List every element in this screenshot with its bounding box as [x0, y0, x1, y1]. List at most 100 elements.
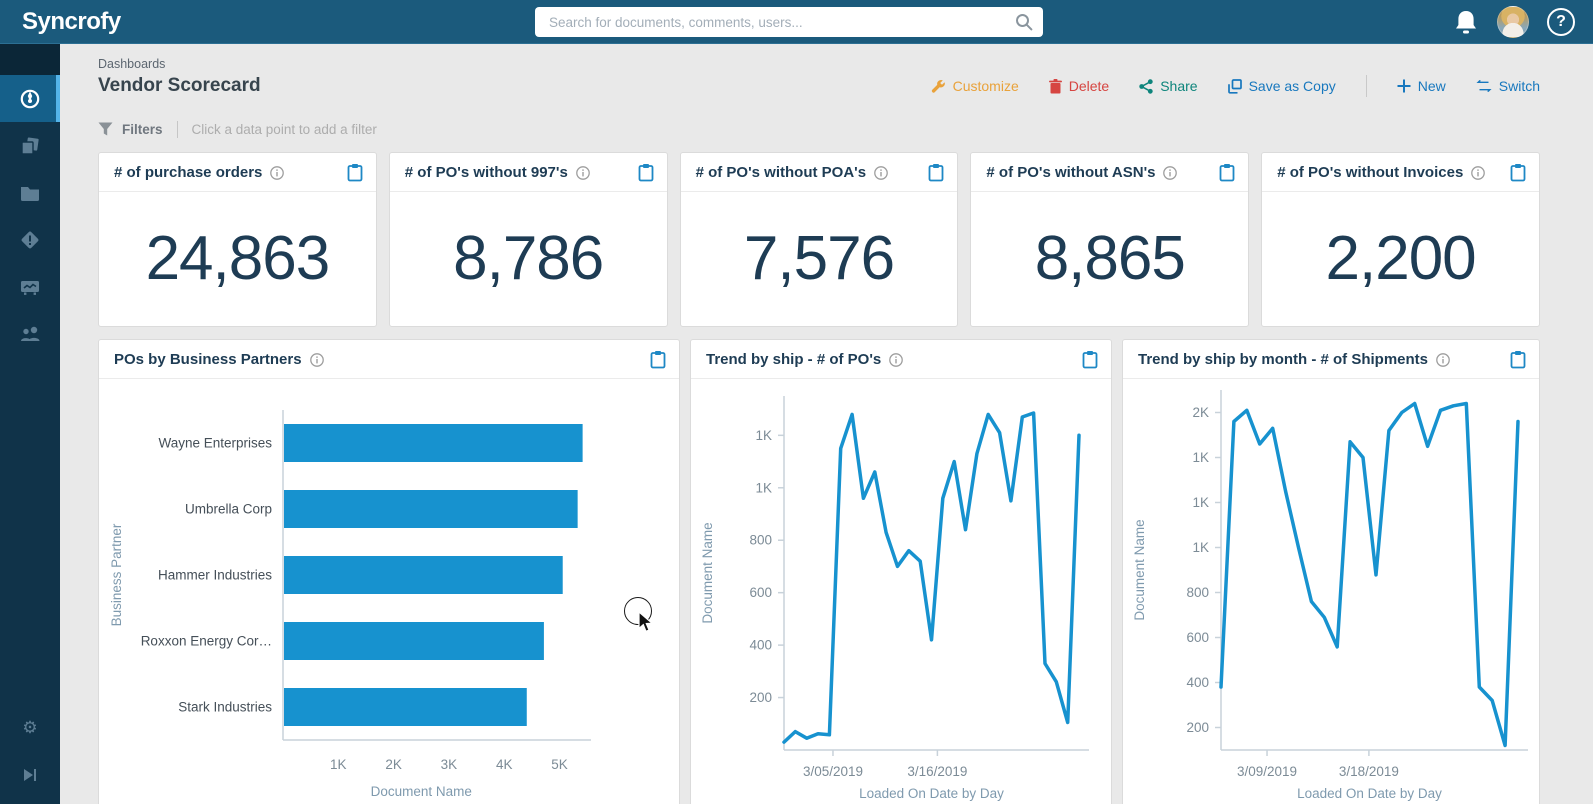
info-icon[interactable]: [309, 352, 324, 367]
plus-icon: [1397, 79, 1411, 93]
svg-text:5K: 5K: [551, 757, 568, 772]
search-icon[interactable]: [1015, 13, 1033, 31]
search-input[interactable]: [535, 14, 1015, 30]
wrench-icon: [931, 79, 945, 93]
sidebar-item-documents[interactable]: [0, 122, 60, 169]
info-icon[interactable]: [1436, 352, 1450, 367]
sidebar-item-settings[interactable]: ⚙: [0, 710, 60, 757]
svg-text:1K: 1K: [755, 480, 772, 495]
clipboard-icon: [638, 164, 653, 182]
svg-text:Document Name: Document Name: [371, 784, 472, 799]
info-icon[interactable]: [1163, 165, 1178, 180]
exception-diamond-icon: [21, 231, 39, 248]
svg-text:Document Name: Document Name: [700, 522, 715, 623]
chart-title: POs by Business Partners: [114, 351, 302, 368]
kpi-value: 8,786: [453, 223, 604, 293]
actions-divider: [1365, 75, 1367, 97]
copy-to-clipboard-button[interactable]: [928, 163, 944, 182]
new-button[interactable]: New: [1397, 78, 1446, 94]
mouse-cursor: [638, 611, 654, 633]
svg-text:4K: 4K: [496, 757, 513, 772]
clipboard-icon: [650, 351, 666, 369]
customize-button[interactable]: Customize: [931, 78, 1019, 94]
svg-text:600: 600: [749, 585, 772, 600]
info-icon[interactable]: [1471, 165, 1486, 180]
copy-to-clipboard-button[interactable]: [1219, 163, 1235, 182]
clipboard-icon: [1082, 351, 1098, 369]
page-title: Vendor Scorecard: [98, 75, 261, 96]
filters-label[interactable]: Filters: [122, 121, 163, 137]
sidebar-item-dashboards[interactable]: [0, 75, 60, 122]
share-button[interactable]: Share: [1139, 78, 1198, 94]
svg-text:2K: 2K: [385, 757, 402, 772]
notifications-bell-icon[interactable]: [1453, 8, 1479, 36]
folder-icon: [21, 186, 39, 201]
sidebar-item-exceptions[interactable]: [0, 216, 60, 263]
kpi-title: # of PO's without 997's: [404, 164, 568, 181]
svg-text:400: 400: [749, 638, 772, 653]
svg-text:Stark Industries: Stark Industries: [178, 700, 272, 715]
info-icon[interactable]: [874, 165, 888, 180]
copy-to-clipboard-button[interactable]: [650, 350, 666, 369]
svg-text:600: 600: [1186, 630, 1209, 645]
save-as-copy-button[interactable]: Save as Copy: [1227, 78, 1336, 94]
line-chart-trend-shipments[interactable]: 200 400 600 800 1K 1K 1K 2K 3/09/2019 3/18/2019 Lo…: [1123, 379, 1539, 804]
sidebar-item-partners[interactable]: [0, 310, 60, 357]
documents-icon: [21, 136, 39, 155]
sidebar: ⚙: [0, 44, 60, 804]
info-icon[interactable]: [575, 165, 590, 180]
gear-icon: ⚙: [22, 718, 38, 737]
skip-end-icon: [24, 768, 36, 781]
sidebar-item-reports[interactable]: [0, 263, 60, 310]
svg-text:3K: 3K: [441, 757, 458, 772]
bar-chart-pos-by-partner[interactable]: Wayne Enterprises Umbrella Corp Hammer Ind…: [99, 379, 679, 804]
svg-text:3/09/2019: 3/09/2019: [1237, 764, 1297, 779]
app-logo[interactable]: Syncrofy: [22, 7, 121, 35]
dashboard-actions: Customize Delete Share: [931, 75, 1540, 97]
clipboard-icon: [928, 164, 944, 182]
switch-button[interactable]: Switch: [1476, 78, 1540, 94]
breadcrumb[interactable]: Dashboards: [98, 57, 166, 71]
kpi-title: # of purchase orders: [114, 164, 263, 181]
info-icon[interactable]: [270, 165, 285, 180]
trash-icon: [1048, 78, 1062, 93]
filters-divider: [176, 120, 178, 138]
svg-text:Document Name: Document Name: [1132, 519, 1147, 620]
sidebar-item-files[interactable]: [0, 169, 60, 216]
svg-text:1K: 1K: [755, 428, 772, 443]
chart-card-pos-by-partner: POs by Business Partners Wayne Enterpris…: [98, 339, 680, 804]
delete-button[interactable]: Delete: [1048, 78, 1109, 94]
svg-text:Business Partner: Business Partner: [109, 523, 124, 626]
gauge-icon: [20, 89, 40, 108]
svg-text:2K: 2K: [1192, 405, 1209, 420]
user-avatar[interactable]: [1497, 6, 1529, 38]
filters-hint: Click a data point to add a filter: [191, 121, 377, 137]
line-chart-trend-pos[interactable]: 200 400 600 800 1K 1K 3/05/2019 3/16/2019 Loaded…: [691, 379, 1111, 804]
copy-to-clipboard-button[interactable]: [1082, 350, 1098, 369]
copy-to-clipboard-button[interactable]: [638, 163, 654, 182]
switch-icon: [1476, 80, 1492, 92]
search-bar[interactable]: [535, 7, 1043, 37]
sidebar-top-block: [0, 44, 60, 75]
sidebar-collapse-toggle[interactable]: [0, 757, 60, 804]
kpi-value: 24,863: [145, 223, 331, 293]
svg-text:Umbrella Corp: Umbrella Corp: [185, 502, 272, 517]
kpi-value: 7,576: [743, 223, 895, 293]
svg-text:400: 400: [1186, 675, 1209, 690]
filter-funnel-icon[interactable]: [98, 122, 113, 136]
info-icon[interactable]: [889, 352, 904, 367]
top-bar: Syncrofy ?: [0, 0, 1593, 44]
copy-to-clipboard-button[interactable]: [347, 163, 363, 182]
help-button[interactable]: ?: [1547, 8, 1575, 36]
kpi-row: # of purchase orders 24,863 # of PO's wi…: [98, 152, 1540, 327]
copy-to-clipboard-button[interactable]: [1510, 350, 1526, 369]
people-icon: [21, 326, 40, 341]
svg-text:800: 800: [1186, 585, 1209, 600]
main-content: Dashboards Vendor Scorecard Customize De…: [60, 44, 1593, 804]
copy-to-clipboard-button[interactable]: [1510, 163, 1526, 182]
kpi-title: # of PO's without ASN's: [986, 164, 1156, 181]
svg-text:3/16/2019: 3/16/2019: [907, 764, 967, 779]
svg-text:1K: 1K: [330, 757, 347, 772]
kpi-card-without-997: # of PO's without 997's 8,786: [388, 152, 668, 327]
share-icon: [1139, 78, 1153, 94]
